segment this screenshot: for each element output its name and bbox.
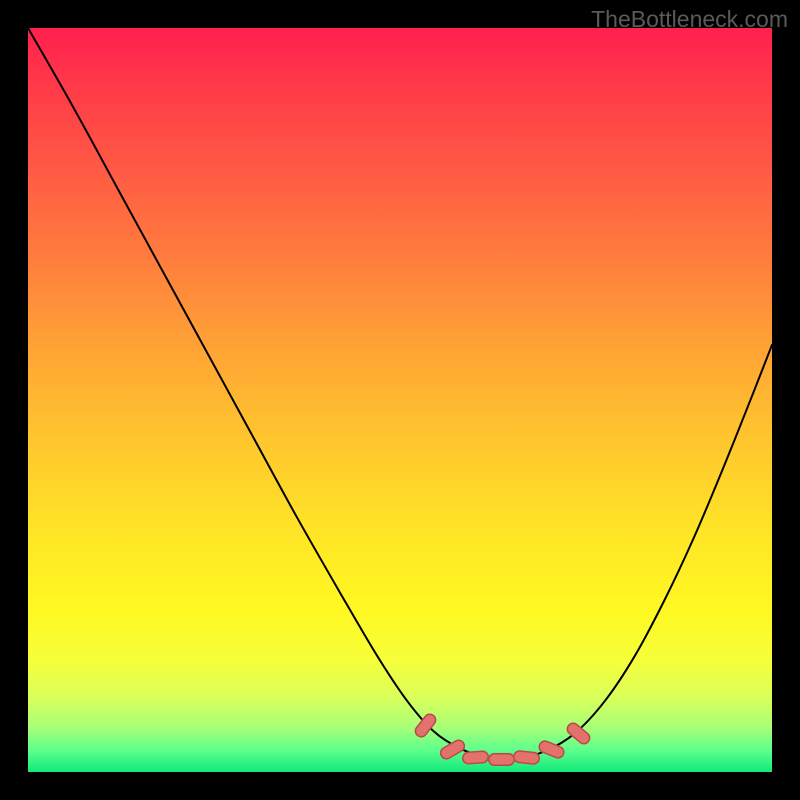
- gradient-panel: [28, 28, 772, 772]
- watermark-text: TheBottleneck.com: [591, 6, 788, 33]
- chart-stage: TheBottleneck.com: [0, 0, 800, 800]
